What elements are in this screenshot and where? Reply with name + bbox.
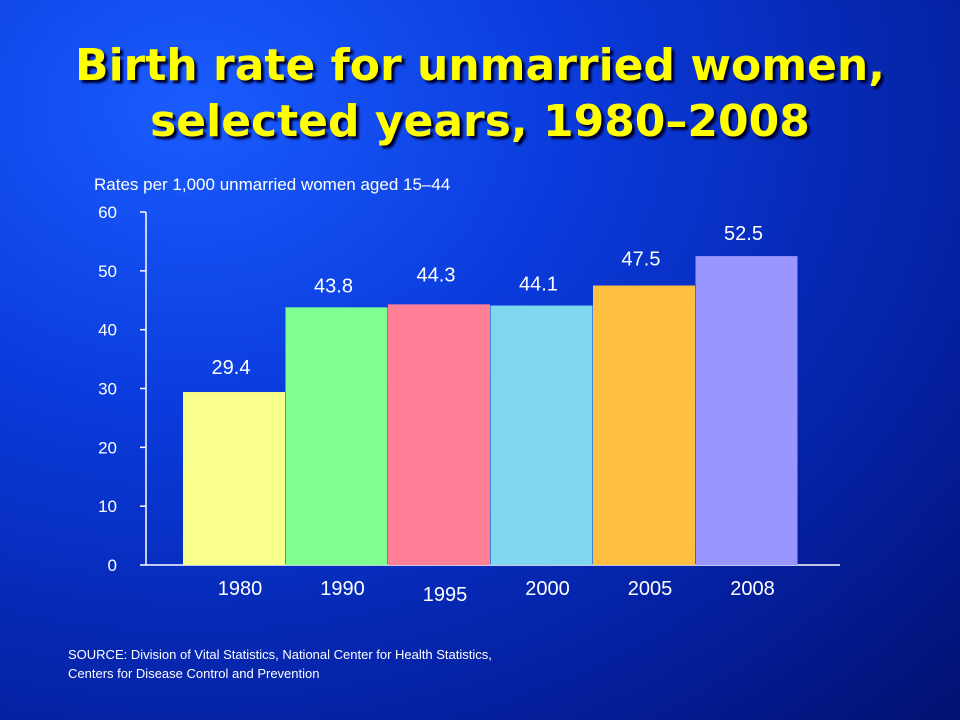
chart-title-line-2: selected years, 1980–2008	[150, 96, 810, 147]
source-line-1: SOURCE: Division of Vital Statistics, Na…	[68, 647, 492, 662]
chart-title: Birth rate for unmarried women, selected…	[0, 38, 960, 150]
y-tick-label: 60	[98, 203, 117, 222]
y-tick-label: 50	[98, 262, 117, 281]
category-label-1980: 1980	[218, 578, 263, 600]
category-label-2008: 2008	[730, 578, 775, 600]
y-tick-label: 0	[108, 556, 117, 575]
category-label-2005: 2005	[628, 578, 673, 600]
bar-1995	[388, 304, 490, 565]
bar-2000	[490, 305, 593, 565]
y-axis-label: Rates per 1,000 unmarried women aged 15–…	[94, 175, 451, 194]
y-tick-label: 40	[98, 321, 117, 340]
category-label-1995: 1995	[423, 584, 468, 606]
chart-labels: 29.4 1980 43.8 1990 44.3 1995 44.1 2000 47.5 2005…	[212, 223, 775, 606]
value-label-2000: 44.1	[519, 274, 558, 296]
bar-2008	[695, 256, 798, 565]
value-label-1980: 29.4	[212, 357, 251, 379]
bar-1980	[183, 392, 285, 565]
bar-2005	[593, 285, 695, 565]
source-note: SOURCE: Division of Vital Statistics, Na…	[68, 645, 492, 683]
chart-title-line-1: Birth rate for unmarried women,	[75, 40, 885, 91]
value-label-2008: 52.5	[724, 223, 763, 245]
category-label-1990: 1990	[320, 578, 365, 600]
y-tick-label: 30	[98, 380, 117, 399]
chart-bars	[183, 256, 798, 565]
category-label-2000: 2000	[525, 578, 570, 600]
source-line-2: Centers for Disease Control and Preventi…	[68, 666, 320, 681]
y-tick-label: 20	[98, 438, 117, 457]
bar-1990	[285, 307, 388, 565]
value-label-1995: 44.3	[417, 264, 456, 286]
y-tick-label: 10	[98, 497, 117, 516]
value-label-1990: 43.8	[314, 275, 353, 297]
value-label-2005: 47.5	[622, 249, 661, 271]
